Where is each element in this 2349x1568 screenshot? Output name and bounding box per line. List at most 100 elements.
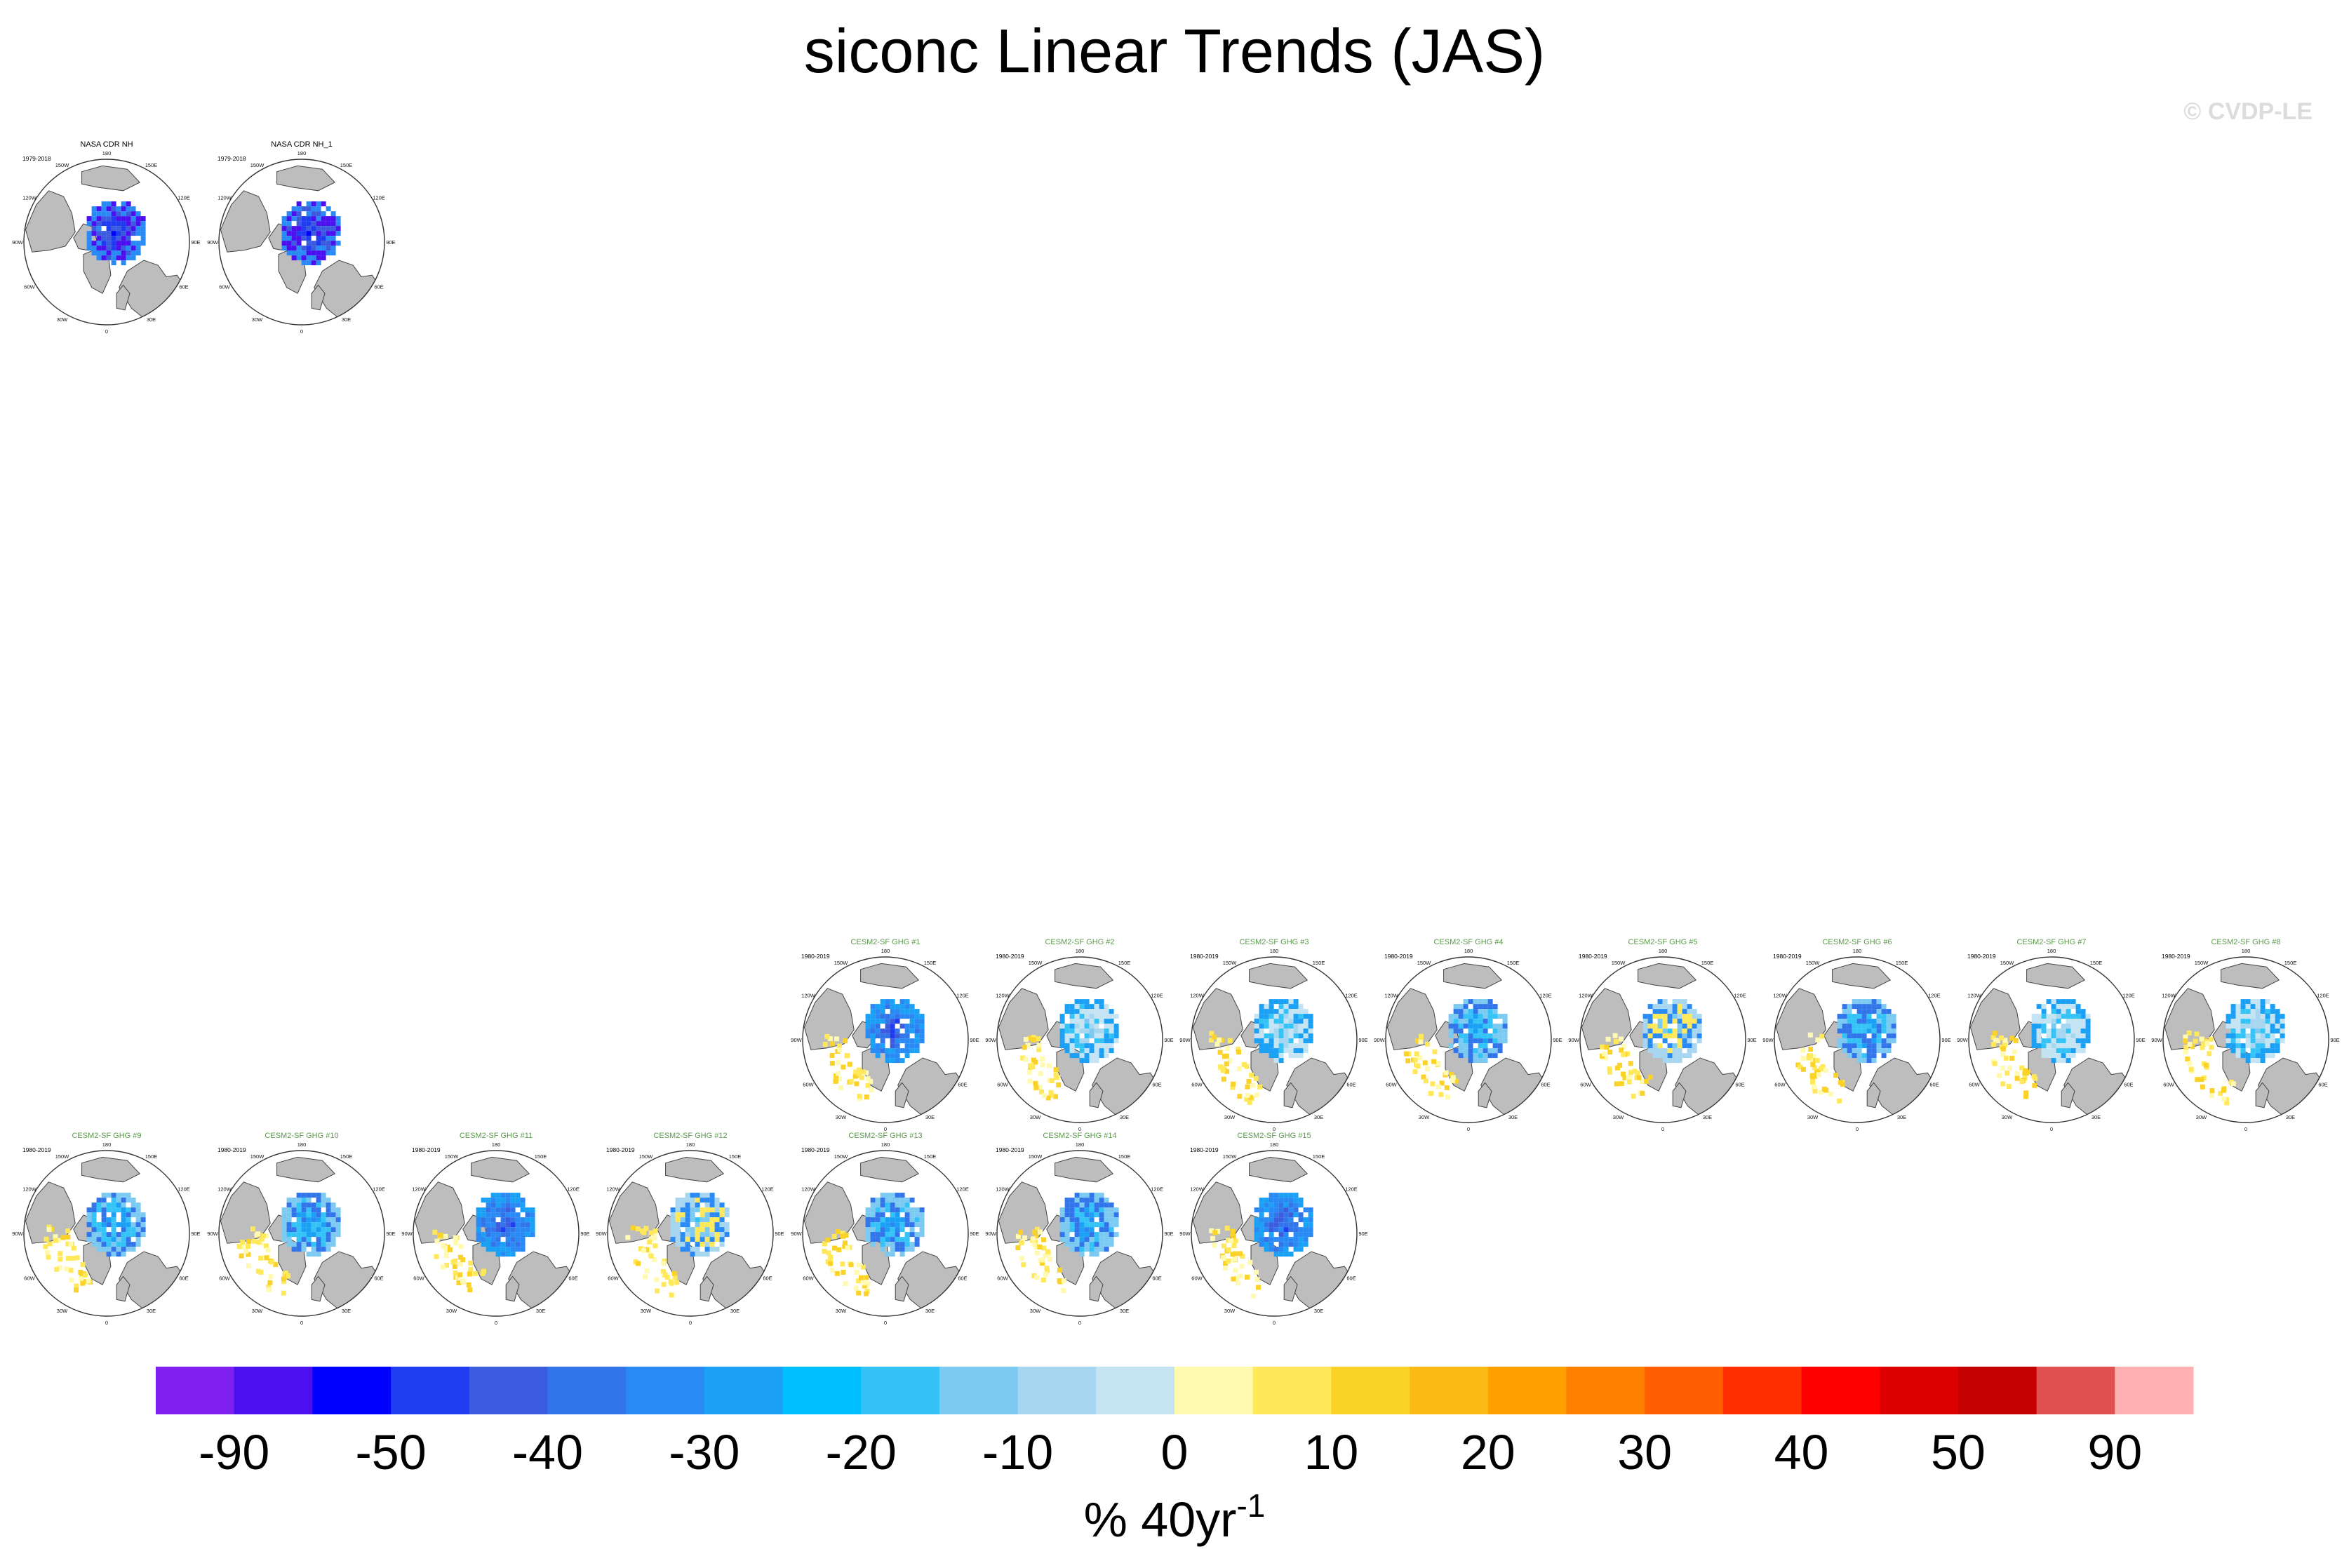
trend-cell	[704, 1232, 710, 1238]
trend-cell	[1104, 1242, 1109, 1247]
longitude-label: 0	[495, 1320, 497, 1326]
trend-cell	[1059, 1232, 1065, 1238]
trend-cell	[1652, 1028, 1658, 1034]
trend-cell	[895, 1237, 900, 1242]
trend-cell	[685, 1247, 690, 1252]
trend-cell	[895, 1202, 900, 1208]
trend-cell	[326, 1227, 331, 1233]
colorbar-boxes	[156, 1367, 2194, 1414]
trend-cell	[2230, 1081, 2236, 1087]
trend-cell	[130, 241, 136, 246]
trend-cell	[2265, 1053, 2270, 1059]
trend-cell	[1842, 1048, 1847, 1054]
trend-cell	[1089, 1222, 1095, 1228]
trend-cell	[130, 1247, 136, 1252]
trend-cell	[1074, 1247, 1080, 1252]
panel-title: CESM2-SF GHG #15	[1237, 1132, 1311, 1140]
trend-cell	[1069, 1247, 1075, 1252]
trend-cell	[1828, 1091, 1833, 1097]
trend-cell	[680, 1247, 685, 1252]
panel-period: 1980-2019	[218, 1146, 246, 1153]
trend-cell	[680, 1232, 685, 1238]
trend-cell	[1034, 1226, 1040, 1232]
trend-cell	[326, 216, 331, 222]
trend-cell	[321, 231, 326, 236]
trend-cell	[296, 1217, 302, 1223]
trend-cell	[1221, 1255, 1226, 1261]
longitude-label: 150W	[445, 1153, 460, 1160]
trend-cell	[2070, 1033, 2076, 1039]
trend-cell	[895, 1232, 900, 1238]
longitude-label: 150E	[729, 1153, 742, 1160]
trend-cell	[86, 1232, 92, 1238]
trend-cell	[91, 1212, 97, 1218]
trend-cell	[2260, 1048, 2266, 1054]
trend-cell	[1886, 1009, 1892, 1014]
trend-cell	[909, 1247, 915, 1252]
trend-cell	[321, 1242, 326, 1247]
trend-cell	[1236, 1066, 1242, 1071]
trend-cell	[316, 1222, 321, 1228]
trend-cell	[1278, 1227, 1284, 1233]
colorbar-tick-label: -10	[982, 1425, 1053, 1480]
trend-cell	[2270, 1033, 2275, 1039]
longitude-label: 150E	[2284, 960, 2297, 966]
trend-cell	[1483, 1019, 1488, 1024]
trend-cell	[1487, 1004, 1493, 1010]
land	[1283, 1275, 1298, 1302]
trend-cell	[2056, 1053, 2061, 1059]
trend-cell	[1036, 1047, 1042, 1052]
trend-cell	[251, 1238, 257, 1244]
longitude-label: 90E	[1358, 1231, 1367, 1237]
trend-cell	[724, 1207, 730, 1213]
trend-cell	[695, 1232, 700, 1238]
trend-cell	[2075, 1043, 2081, 1049]
trend-cell	[140, 236, 146, 241]
trend-cell	[1866, 1019, 1872, 1024]
trend-cell	[86, 231, 92, 236]
trend-cell	[246, 1239, 252, 1244]
trend-cell	[1059, 1024, 1065, 1029]
trend-cell	[1625, 1051, 1631, 1057]
trend-cell	[1099, 1193, 1104, 1198]
trend-cell	[116, 250, 121, 256]
trend-cell	[1667, 1053, 1673, 1059]
map-border	[218, 159, 385, 326]
trend-cell	[1448, 1019, 1454, 1024]
land	[81, 1156, 141, 1183]
trend-cell	[875, 1033, 881, 1039]
trend-cell	[263, 1243, 269, 1249]
trend-cell	[895, 1009, 900, 1014]
trend-cell	[1064, 1024, 1070, 1029]
trend-cell	[1816, 1072, 1821, 1078]
trend-cell	[1109, 1227, 1114, 1233]
longitude-label: 30W	[1030, 1114, 1041, 1120]
trend-cell	[1064, 1048, 1070, 1054]
trend-cell	[1278, 1198, 1284, 1203]
trend-cell	[1069, 1227, 1075, 1233]
trend-cell	[1687, 1033, 1692, 1039]
trend-cell	[648, 1230, 654, 1235]
trend-cell	[1308, 1232, 1313, 1238]
land	[1283, 1082, 1298, 1108]
trend-cell	[1278, 1028, 1284, 1034]
trend-cell	[1303, 1033, 1309, 1039]
trend-cell	[79, 1276, 83, 1281]
trend-cell	[1288, 1033, 1294, 1039]
trend-cell	[2265, 1033, 2270, 1039]
trend-cell	[875, 1207, 881, 1213]
trend-cell	[838, 1085, 843, 1091]
trend-cell	[2203, 1062, 2209, 1068]
trend-cell	[1458, 1033, 1464, 1039]
trend-cell	[1483, 1009, 1488, 1014]
trend-cell	[281, 221, 287, 227]
trend-cell	[1881, 1004, 1887, 1010]
trend-cell	[644, 1268, 650, 1273]
trend-cell	[135, 211, 141, 217]
trend-cell	[495, 1232, 501, 1238]
trend-cell	[2260, 1038, 2266, 1044]
trend-cell	[135, 1242, 141, 1247]
trend-cell	[1463, 1053, 1468, 1059]
trend-cell	[91, 1237, 97, 1242]
trend-cell	[510, 1232, 516, 1238]
